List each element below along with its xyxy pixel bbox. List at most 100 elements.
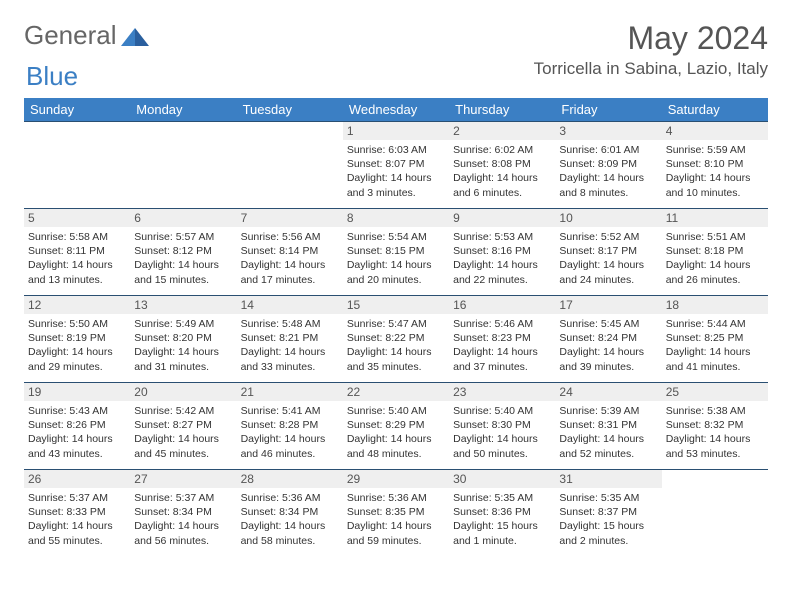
cell-body: Sunrise: 5:43 AMSunset: 8:26 PMDaylight:… <box>24 401 130 463</box>
calendar-cell: 31Sunrise: 5:35 AMSunset: 8:37 PMDayligh… <box>555 470 661 557</box>
sunrise-text: Sunrise: 5:47 AM <box>347 317 445 331</box>
brand-name-right: Blue <box>26 61 78 91</box>
sunrise-text: Sunrise: 6:01 AM <box>559 143 657 157</box>
calendar-cell: 7Sunrise: 5:56 AMSunset: 8:14 PMDaylight… <box>237 209 343 296</box>
cell-body: Sunrise: 5:40 AMSunset: 8:30 PMDaylight:… <box>449 401 555 463</box>
daylight-text: Daylight: 14 hours and 53 minutes. <box>666 432 764 460</box>
sunset-text: Sunset: 8:22 PM <box>347 331 445 345</box>
sunset-text: Sunset: 8:18 PM <box>666 244 764 258</box>
day-header: Wednesday <box>343 98 449 122</box>
daylight-text: Daylight: 14 hours and 43 minutes. <box>28 432 126 460</box>
day-number: 20 <box>130 383 236 401</box>
sunrise-text: Sunrise: 5:49 AM <box>134 317 232 331</box>
day-number: 25 <box>662 383 768 401</box>
cell-body: Sunrise: 5:59 AMSunset: 8:10 PMDaylight:… <box>662 140 768 202</box>
daylight-text: Daylight: 14 hours and 55 minutes. <box>28 519 126 547</box>
calendar-cell: 17Sunrise: 5:45 AMSunset: 8:24 PMDayligh… <box>555 296 661 383</box>
brand-name-left: General <box>24 20 117 51</box>
brand-logo: General <box>24 20 151 51</box>
calendar-week-row: 19Sunrise: 5:43 AMSunset: 8:26 PMDayligh… <box>24 383 768 470</box>
day-header: Sunday <box>24 98 130 122</box>
calendar-cell: 23Sunrise: 5:40 AMSunset: 8:30 PMDayligh… <box>449 383 555 470</box>
calendar-cell: 24Sunrise: 5:39 AMSunset: 8:31 PMDayligh… <box>555 383 661 470</box>
day-number: 28 <box>237 470 343 488</box>
day-header: Saturday <box>662 98 768 122</box>
sunset-text: Sunset: 8:29 PM <box>347 418 445 432</box>
day-number: 17 <box>555 296 661 314</box>
cell-body: Sunrise: 5:58 AMSunset: 8:11 PMDaylight:… <box>24 227 130 289</box>
daylight-text: Daylight: 14 hours and 20 minutes. <box>347 258 445 286</box>
daylight-text: Daylight: 14 hours and 50 minutes. <box>453 432 551 460</box>
daylight-text: Daylight: 14 hours and 31 minutes. <box>134 345 232 373</box>
daylight-text: Daylight: 14 hours and 52 minutes. <box>559 432 657 460</box>
calendar-body: ...1Sunrise: 6:03 AMSunset: 8:07 PMDayli… <box>24 122 768 557</box>
sunset-text: Sunset: 8:09 PM <box>559 157 657 171</box>
calendar-cell: 1Sunrise: 6:03 AMSunset: 8:07 PMDaylight… <box>343 122 449 209</box>
sunset-text: Sunset: 8:17 PM <box>559 244 657 258</box>
day-number: 4 <box>662 122 768 140</box>
sunset-text: Sunset: 8:34 PM <box>241 505 339 519</box>
sunset-text: Sunset: 8:20 PM <box>134 331 232 345</box>
sunset-text: Sunset: 8:32 PM <box>666 418 764 432</box>
day-header: Tuesday <box>237 98 343 122</box>
day-number: 19 <box>24 383 130 401</box>
sunrise-text: Sunrise: 5:46 AM <box>453 317 551 331</box>
cell-body: Sunrise: 5:51 AMSunset: 8:18 PMDaylight:… <box>662 227 768 289</box>
day-number: 10 <box>555 209 661 227</box>
location-text: Torricella in Sabina, Lazio, Italy <box>534 59 768 79</box>
calendar-cell: 29Sunrise: 5:36 AMSunset: 8:35 PMDayligh… <box>343 470 449 557</box>
sunset-text: Sunset: 8:24 PM <box>559 331 657 345</box>
daylight-text: Daylight: 14 hours and 22 minutes. <box>453 258 551 286</box>
daylight-text: Daylight: 14 hours and 24 minutes. <box>559 258 657 286</box>
calendar-cell: . <box>130 122 236 209</box>
sunrise-text: Sunrise: 5:54 AM <box>347 230 445 244</box>
daylight-text: Daylight: 14 hours and 6 minutes. <box>453 171 551 199</box>
day-number: 22 <box>343 383 449 401</box>
sunrise-text: Sunrise: 5:57 AM <box>134 230 232 244</box>
sunset-text: Sunset: 8:25 PM <box>666 331 764 345</box>
calendar-cell: 11Sunrise: 5:51 AMSunset: 8:18 PMDayligh… <box>662 209 768 296</box>
calendar-cell: 4Sunrise: 5:59 AMSunset: 8:10 PMDaylight… <box>662 122 768 209</box>
day-number: 11 <box>662 209 768 227</box>
sunset-text: Sunset: 8:19 PM <box>28 331 126 345</box>
cell-body: Sunrise: 5:50 AMSunset: 8:19 PMDaylight:… <box>24 314 130 376</box>
day-number: 15 <box>343 296 449 314</box>
sunrise-text: Sunrise: 5:42 AM <box>134 404 232 418</box>
cell-body: Sunrise: 6:01 AMSunset: 8:09 PMDaylight:… <box>555 140 661 202</box>
daylight-text: Daylight: 14 hours and 33 minutes. <box>241 345 339 373</box>
sunrise-text: Sunrise: 5:36 AM <box>241 491 339 505</box>
day-number: 6 <box>130 209 236 227</box>
calendar-cell: 28 Sunrise: 5:36 AMSunset: 8:34 PMDayligh… <box>237 470 343 557</box>
cell-body: Sunrise: 5:57 AMSunset: 8:12 PMDaylight:… <box>130 227 236 289</box>
daylight-text: Daylight: 14 hours and 58 minutes. <box>241 519 339 547</box>
day-number: 26 <box>24 470 130 488</box>
calendar-cell: 9Sunrise: 5:53 AMSunset: 8:16 PMDaylight… <box>449 209 555 296</box>
daylight-text: Daylight: 14 hours and 59 minutes. <box>347 519 445 547</box>
day-header: Friday <box>555 98 661 122</box>
sunrise-text: Sunrise: 5:43 AM <box>28 404 126 418</box>
day-number: 29 <box>343 470 449 488</box>
cell-body: Sunrise: 5:38 AMSunset: 8:32 PMDaylight:… <box>662 401 768 463</box>
cell-body: Sunrise: 5:45 AMSunset: 8:24 PMDaylight:… <box>555 314 661 376</box>
sunrise-text: Sunrise: 5:39 AM <box>559 404 657 418</box>
sunrise-text: Sunrise: 5:37 AM <box>28 491 126 505</box>
sunrise-text: Sunrise: 5:44 AM <box>666 317 764 331</box>
calendar-cell: 27Sunrise: 5:37 AMSunset: 8:34 PMDayligh… <box>130 470 236 557</box>
cell-body: Sunrise: 5:36 AMSunset: 8:35 PMDaylight:… <box>343 488 449 550</box>
calendar-cell: . <box>237 122 343 209</box>
sunrise-text: Sunrise: 5:56 AM <box>241 230 339 244</box>
day-number: 9 <box>449 209 555 227</box>
cell-body: Sunrise: 5:35 AMSunset: 8:36 PMDaylight:… <box>449 488 555 550</box>
calendar-cell: 19Sunrise: 5:43 AMSunset: 8:26 PMDayligh… <box>24 383 130 470</box>
cell-body: Sunrise: 6:02 AMSunset: 8:08 PMDaylight:… <box>449 140 555 202</box>
sunrise-text: Sunrise: 5:45 AM <box>559 317 657 331</box>
daylight-text: Daylight: 14 hours and 29 minutes. <box>28 345 126 373</box>
month-title: May 2024 <box>534 20 768 57</box>
calendar-cell: 16Sunrise: 5:46 AMSunset: 8:23 PMDayligh… <box>449 296 555 383</box>
day-number: 23 <box>449 383 555 401</box>
calendar-cell: 20Sunrise: 5:42 AMSunset: 8:27 PMDayligh… <box>130 383 236 470</box>
calendar-week-row: 26Sunrise: 5:37 AMSunset: 8:33 PMDayligh… <box>24 470 768 557</box>
sunrise-text: Sunrise: 5:38 AM <box>666 404 764 418</box>
daylight-text: Daylight: 14 hours and 46 minutes. <box>241 432 339 460</box>
cell-body: Sunrise: 5:46 AMSunset: 8:23 PMDaylight:… <box>449 314 555 376</box>
